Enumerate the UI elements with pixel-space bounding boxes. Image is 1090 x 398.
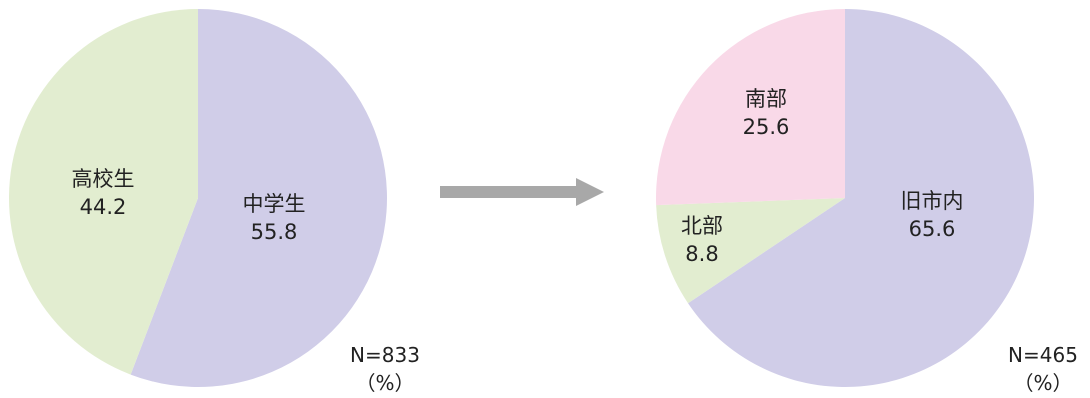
pie-slice <box>130 9 387 387</box>
slice-value-label: 65.6 <box>909 217 956 241</box>
pie-slice <box>8 8 198 375</box>
slice-category-label: 北部 <box>681 214 723 238</box>
right-n-label: N=465 <box>1008 343 1078 367</box>
slice-category-label: 高校生 <box>72 167 135 191</box>
slice-value-label: 55.8 <box>251 220 298 244</box>
pie-slice <box>688 9 1035 388</box>
slice-value-label: 25.6 <box>743 115 790 139</box>
right-unit-label: （%） <box>1013 371 1072 395</box>
pie-slice <box>656 198 845 304</box>
pie-slice <box>655 8 845 206</box>
slice-value-label: 44.2 <box>80 195 127 219</box>
slice-category-label: 旧市内 <box>901 189 964 213</box>
pie-chart-left: 中学生 55.8 高校生 44.2 <box>8 8 387 387</box>
arrow-right-icon <box>440 178 604 206</box>
left-n-label: N=833 <box>350 343 420 367</box>
slice-category-label: 中学生 <box>243 192 306 216</box>
slice-value-label: 8.8 <box>685 242 718 266</box>
pie-chart-right: 旧市内 65.6 北部 8.8 南部 25.6 <box>655 8 1035 388</box>
slice-category-label: 南部 <box>745 87 787 111</box>
left-unit-label: （%） <box>355 371 414 395</box>
